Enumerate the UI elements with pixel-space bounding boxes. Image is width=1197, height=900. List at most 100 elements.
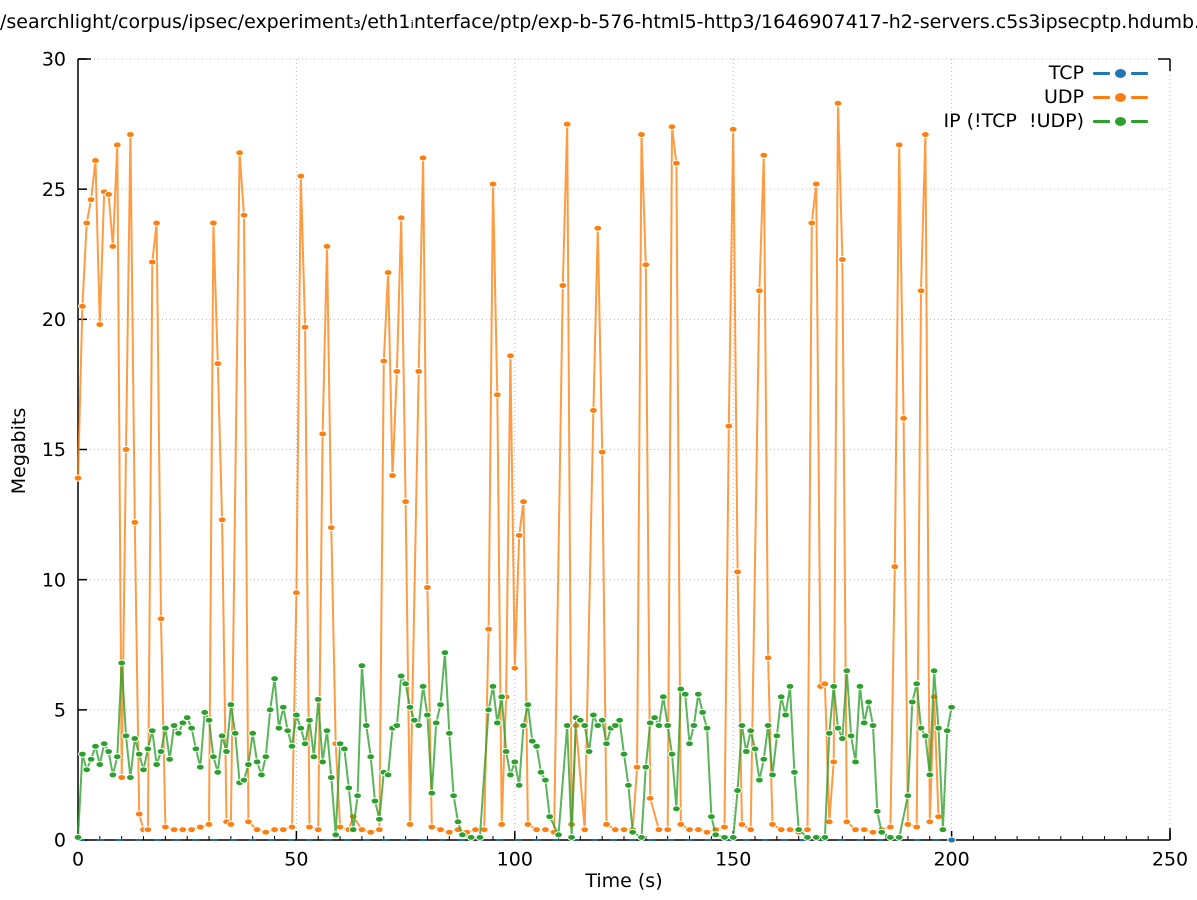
data-point-ip-tcp-udp (580, 722, 590, 729)
data-point-ip-tcp-udp (82, 766, 92, 774)
data-point-udp (244, 818, 253, 826)
data-point-ip-tcp-udp (877, 828, 887, 836)
data-point-udp (296, 172, 306, 180)
data-point-ip-tcp-udp (794, 826, 804, 834)
data-point-udp (318, 430, 328, 438)
data-point-udp (187, 826, 197, 834)
data-point-udp (833, 99, 843, 107)
data-point-udp (763, 654, 773, 662)
data-point-ip-tcp-udp (698, 708, 707, 716)
data-point-ip-tcp-udp (313, 695, 323, 703)
data-point-ip-tcp-udp (663, 722, 673, 729)
data-point-ip-tcp-udp (73, 833, 83, 841)
data-point-ip-tcp-udp (519, 722, 528, 729)
data-point-ip-tcp-udp (222, 748, 231, 755)
data-point-udp (899, 414, 908, 422)
data-point-udp (366, 828, 376, 836)
data-point-ip-tcp-udp (711, 831, 721, 839)
data-point-ip-tcp-udp (851, 758, 860, 766)
data-point-udp (803, 826, 812, 834)
data-point-ip-tcp-udp (942, 727, 952, 735)
data-point-ip-tcp-udp (803, 833, 812, 841)
data-point-ip-tcp-udp (750, 745, 760, 753)
data-point-udp (379, 357, 389, 365)
data-point-udp (851, 826, 860, 834)
data-point-ip-tcp-udp (650, 714, 659, 722)
data-point-udp (305, 823, 314, 831)
data-point-ip-tcp-udp (287, 742, 297, 750)
data-point-ip-tcp-udp (475, 833, 485, 841)
data-point-udp (405, 820, 415, 828)
data-point-ip-tcp-udp (375, 815, 384, 823)
data-point-udp (676, 820, 686, 828)
data-point-ip-tcp-udp (492, 719, 502, 727)
data-point-ip-tcp-udp (602, 740, 611, 748)
data-point-udp (842, 818, 852, 826)
data-point-ip-tcp-udp (693, 690, 703, 698)
data-point-udp (497, 820, 507, 828)
data-point-tcp (947, 836, 956, 844)
data-point-ip-tcp-udp (759, 755, 769, 763)
data-point-ip-tcp-udp (746, 727, 756, 735)
data-point-ip-tcp-udp (143, 745, 153, 753)
data-point-ip-tcp-udp (278, 703, 288, 711)
data-point-udp (934, 813, 943, 821)
data-point-ip-tcp-udp (947, 703, 956, 711)
data-point-udp (73, 474, 83, 482)
data-point-ip-tcp-udp (672, 805, 681, 813)
data-point-udp (916, 287, 926, 295)
data-point-udp (807, 219, 817, 227)
data-point-ip-tcp-udp (431, 719, 441, 727)
data-point-ip-tcp-udp (488, 682, 498, 690)
legend-label: UDP (1044, 86, 1084, 108)
data-point-ip-tcp-udp (121, 732, 131, 740)
legend-label: IP (!TCP !UDP) (943, 110, 1084, 132)
data-point-udp (287, 823, 297, 831)
data-point-ip-tcp-udp (680, 690, 690, 698)
data-point-ip-tcp-udp (187, 724, 197, 732)
data-point-ip-tcp-udp (912, 680, 922, 688)
data-point-udp (112, 141, 122, 149)
data-point-udp (278, 826, 288, 834)
data-point-udp (894, 141, 904, 149)
data-point-ip-tcp-udp (152, 761, 162, 768)
data-point-udp (471, 826, 480, 834)
data-point-ip-tcp-udp (610, 722, 620, 729)
data-point-udp (532, 826, 541, 834)
y-tick-label: 10 (42, 569, 66, 591)
data-point-ip-tcp-udp (532, 742, 541, 750)
x-tick-label: 0 (72, 849, 84, 871)
data-point-udp (755, 287, 764, 295)
data-point-udp (392, 367, 402, 375)
data-point-udp (152, 219, 162, 227)
x-tick-label: 250 (1152, 849, 1188, 871)
data-point-ip-tcp-udp (125, 774, 135, 781)
data-point-ip-tcp-udp (720, 833, 729, 841)
data-point-ip-tcp-udp (195, 763, 205, 771)
data-point-ip-tcp-udp (95, 761, 105, 768)
data-point-udp (912, 823, 922, 831)
data-point-udp (733, 568, 742, 576)
x-tick-label: 100 (497, 849, 533, 871)
data-point-ip-tcp-udp (418, 682, 428, 690)
data-point-ip-tcp-udp (252, 758, 262, 766)
x-tick-label: 150 (715, 849, 751, 871)
data-point-ip-tcp-udp (755, 776, 764, 784)
data-point-ip-tcp-udp (567, 833, 576, 841)
data-point-udp (213, 360, 223, 368)
data-point-ip-tcp-udp (925, 771, 935, 779)
data-point-udp (383, 269, 393, 276)
data-point-ip-tcp-udp (763, 722, 773, 729)
data-point-udp (161, 823, 170, 831)
data-point-udp (147, 258, 157, 266)
data-point-ip-tcp-udp (139, 766, 148, 774)
data-point-udp (654, 826, 664, 834)
data-point-ip-tcp-udp (514, 781, 524, 789)
data-point-ip-tcp-udp (527, 737, 537, 745)
data-point-ip-tcp-udp (108, 771, 118, 779)
data-point-ip-tcp-udp (864, 698, 873, 706)
y-tick-label: 30 (42, 49, 66, 71)
data-point-udp (125, 131, 135, 138)
